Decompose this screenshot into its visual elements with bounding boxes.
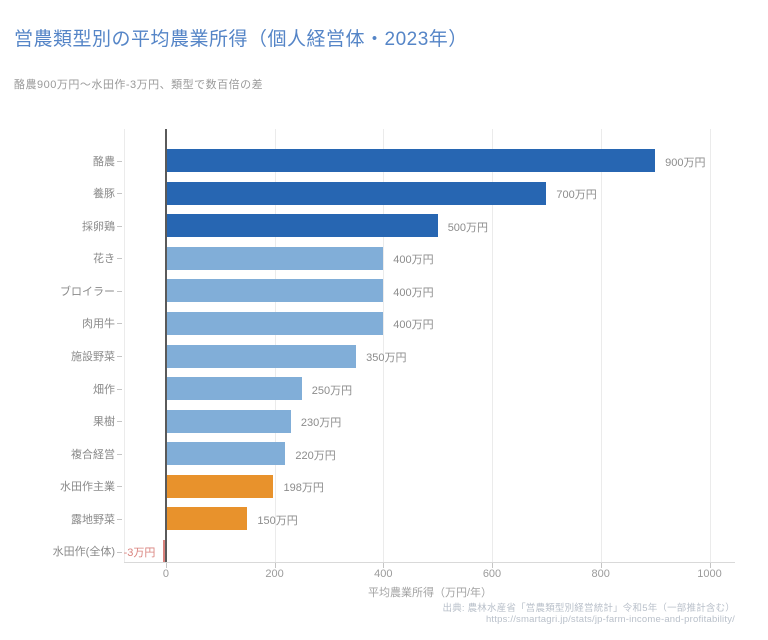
data-bar[interactable] xyxy=(165,311,384,335)
source-citation: 出典: 農林水産省「営農類型別経営統計」令和5年（一部推計含む） xyxy=(442,603,735,614)
data-bar[interactable] xyxy=(165,149,656,172)
y-category-label: 施設野菜 xyxy=(71,350,115,363)
y-tick-mark xyxy=(117,421,122,423)
chart-subtitle: 酪農900万円〜水田作-3万円、類型で数百倍の差 xyxy=(14,79,264,91)
y-category-label: 採卵鶏 xyxy=(82,220,115,233)
bar-value-label: 500万円 xyxy=(447,221,489,234)
y-tick-mark xyxy=(117,225,122,227)
y-category-label: 複合経営 xyxy=(71,448,115,461)
bar-value-label: -3万円 xyxy=(123,547,156,560)
x-tick-mark xyxy=(274,563,276,568)
data-bar[interactable] xyxy=(165,214,438,238)
x-axis-line xyxy=(124,562,735,563)
bar-value-label: 700万円 xyxy=(556,189,597,202)
data-bar[interactable] xyxy=(165,474,274,498)
x-tick-mark xyxy=(492,563,493,568)
y-tick-mark xyxy=(117,356,122,357)
x-gridline xyxy=(709,129,711,562)
y-tick-mark xyxy=(117,388,122,390)
x-gridline xyxy=(600,129,602,562)
bar-value-label: 250万円 xyxy=(311,384,353,397)
x-tick-label: 600 xyxy=(482,568,502,580)
y-tick-mark xyxy=(117,453,122,455)
bar-value-label: 350万円 xyxy=(366,351,407,364)
data-bar[interactable] xyxy=(165,409,291,433)
y-category-label: 水田作(全体) xyxy=(52,546,115,559)
y-category-label: 水田作主業 xyxy=(60,481,115,494)
x-tick-label: 800 xyxy=(591,568,610,580)
data-bar[interactable] xyxy=(165,377,302,401)
y-tick-mark xyxy=(117,290,122,292)
bar-value-label: 400万円 xyxy=(393,319,434,332)
data-bar[interactable] xyxy=(165,279,384,303)
bar-value-label: 230万円 xyxy=(300,417,342,430)
y-category-label: 花き xyxy=(93,253,115,266)
y-tick-mark xyxy=(117,551,122,553)
plot-left-border xyxy=(124,129,125,562)
y-category-label: ブロイラー xyxy=(60,285,115,298)
data-bar[interactable] xyxy=(165,246,384,270)
x-tick-mark xyxy=(600,563,602,568)
x-tick-label: 0 xyxy=(162,568,169,580)
x-gridline xyxy=(492,129,493,562)
y-tick-mark xyxy=(117,486,122,488)
zero-line xyxy=(164,129,167,562)
y-category-label: 養豚 xyxy=(93,188,115,201)
data-bar[interactable] xyxy=(165,442,286,466)
data-bar[interactable] xyxy=(165,344,357,368)
y-category-label: 酪農 xyxy=(93,155,115,168)
x-tick-mark xyxy=(165,563,167,568)
x-tick-label: 400 xyxy=(374,568,393,580)
y-category-label: 畑作 xyxy=(93,383,115,396)
x-gridline xyxy=(383,129,385,562)
x-axis-title: 平均農業所得（万円/年） xyxy=(367,587,493,599)
bar-value-label: 400万円 xyxy=(393,286,434,299)
y-category-label: 肉用牛 xyxy=(82,318,115,331)
bar-value-label: 900万円 xyxy=(665,156,706,169)
chart-title: 営農類型別の平均農業所得（個人経営体・2023年） xyxy=(14,29,468,50)
y-tick-mark xyxy=(117,160,122,162)
x-tick-label: 200 xyxy=(265,568,284,580)
data-bar[interactable] xyxy=(165,181,547,205)
x-tick-label: 1000 xyxy=(697,568,722,580)
bar-value-label: 220万円 xyxy=(295,449,336,462)
bar-value-label: 150万円 xyxy=(257,514,298,527)
bar-value-label: 198万円 xyxy=(283,482,324,495)
data-bar[interactable] xyxy=(163,540,166,563)
y-tick-mark xyxy=(117,258,122,260)
data-bar[interactable] xyxy=(165,507,248,531)
y-tick-mark xyxy=(117,193,122,195)
y-tick-mark xyxy=(117,323,122,325)
bar-value-label: 400万円 xyxy=(393,254,434,267)
x-tick-mark xyxy=(383,563,385,568)
source-url[interactable]: https://smartagri.jp/stats/jp-farm-incom… xyxy=(485,614,735,625)
y-category-label: 露地野菜 xyxy=(71,513,115,526)
y-tick-mark xyxy=(117,518,122,520)
x-tick-mark xyxy=(709,563,711,568)
y-category-label: 果樹 xyxy=(93,416,115,429)
